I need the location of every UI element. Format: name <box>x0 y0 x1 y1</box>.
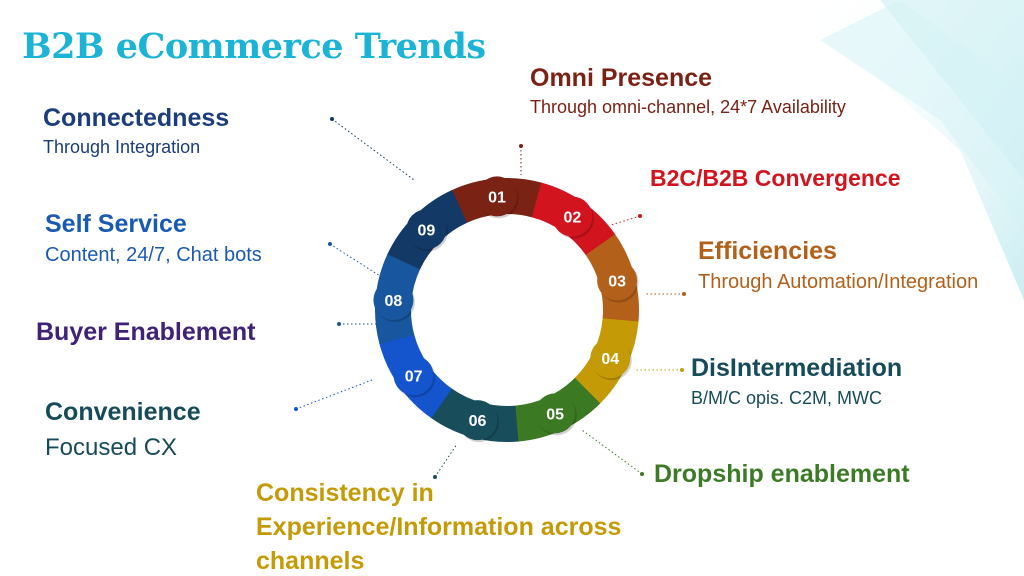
label-consistency: Consistency in Experience/Information ac… <box>256 479 622 575</box>
desc-self-service: Content, 24/7, Chat bots <box>45 244 262 266</box>
ring-number-04: 04 <box>601 351 619 368</box>
ring-number-02: 02 <box>563 210 581 227</box>
page-title: B2B eCommerce Trends <box>22 26 486 67</box>
desc-efficiencies: Through Automation/Integration <box>698 271 979 293</box>
ring-number-08: 08 <box>385 293 403 310</box>
ring-node-01: 01 <box>477 176 519 219</box>
ring-node-08: 08 <box>373 280 415 323</box>
label-disintermediation: DisIntermediation <box>691 354 903 382</box>
label-omni-presence: Omni Presence <box>530 64 713 92</box>
ring-node-03: 03 <box>597 260 639 303</box>
ring-node-02: 02 <box>552 196 594 239</box>
ring-node-06: 06 <box>457 400 499 443</box>
ring-node-09: 09 <box>406 209 448 252</box>
ring-number-06: 06 <box>469 413 487 430</box>
ring-node-04: 04 <box>590 338 632 381</box>
label-dropship-enablement: Dropship enablement <box>654 460 910 488</box>
desc-disintermediation: B/M/C opis. C2M, MWC <box>691 388 883 408</box>
ring-number-05: 05 <box>546 406 564 423</box>
label-buyer-enablement: Buyer Enablement <box>36 318 256 346</box>
label-b2c-b2b-convergence: B2C/B2B Convergence <box>650 165 901 191</box>
label-self-service: Self Service <box>45 210 187 238</box>
ring-node-05: 05 <box>535 393 577 436</box>
ring-number-03: 03 <box>608 273 626 290</box>
label-connectedness: Connectedness <box>43 104 230 132</box>
ring-number-01: 01 <box>488 189 506 206</box>
desc-connectedness: Through Integration <box>43 137 201 157</box>
ring-node-07: 07 <box>393 355 436 398</box>
desc-convenience: Focused CX <box>45 434 178 461</box>
label-convenience: Convenience <box>45 398 201 426</box>
desc-omni-presence: Through omni-channel, 24*7 Availability <box>530 97 846 117</box>
label-efficiencies: Efficiencies <box>698 237 837 265</box>
ring-number-09: 09 <box>417 222 435 239</box>
ring-number-07: 07 <box>405 368 423 385</box>
